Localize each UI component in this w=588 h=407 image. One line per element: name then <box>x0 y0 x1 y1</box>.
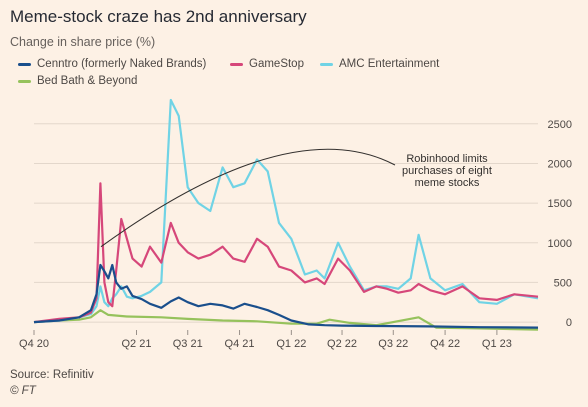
legend-label-amc: AMC Entertainment <box>339 58 440 70</box>
x-tick-label: Q1 22 <box>276 338 306 350</box>
line-series-amc <box>33 98 539 324</box>
source-note: Source: Refinitiv <box>10 369 94 381</box>
x-tick-label: Q3 21 <box>173 338 203 350</box>
y-tick-label: 500 <box>554 277 572 289</box>
x-tick-label: Q2 21 <box>122 338 152 350</box>
legend-item-bedbath: Bed Bath & Beyond <box>18 75 137 87</box>
legend-swatch-gamestop <box>230 62 243 66</box>
legend-item-cenntro: Cenntro (formerly Naked Brands) <box>18 58 206 70</box>
annotation-text-line: meme stocks <box>415 177 480 189</box>
x-tick-label: Q1 23 <box>482 338 512 350</box>
legend-swatch-bedbath <box>18 79 31 83</box>
legend-item-gamestop: GameStop <box>230 58 304 70</box>
legend-swatch-amc <box>320 62 333 66</box>
legend-swatch-cenntro <box>18 62 31 66</box>
x-tick-label: Q4 22 <box>430 338 460 350</box>
chart-subtitle: Change in share price (%) <box>10 35 156 49</box>
line-series-gamestop <box>33 182 539 324</box>
legend-item-amc: AMC Entertainment <box>320 58 439 70</box>
line-series-bedbath <box>33 309 539 331</box>
annotation-arc <box>100 148 396 248</box>
annotation-text-line: Robinhood limits <box>406 153 488 165</box>
legend-label-bedbath: Bed Bath & Beyond <box>37 75 138 87</box>
y-tick-label: 1000 <box>548 238 572 250</box>
chart-title: Meme-stock craze has 2nd anniversary <box>10 7 307 26</box>
x-tick-label: Q4 20 <box>19 338 49 350</box>
legend-label-cenntro: Cenntro (formerly Naked Brands) <box>37 58 207 70</box>
x-tick-label: Q4 21 <box>225 338 255 350</box>
legend-label-gamestop: GameStop <box>249 58 304 70</box>
y-tick-label: 2500 <box>548 119 572 131</box>
line-series-cenntro <box>33 263 539 329</box>
x-tick-label: Q3 22 <box>378 338 408 350</box>
ft-credit: © FT <box>10 385 36 397</box>
annotation-text-line: purchases of eight <box>402 165 492 177</box>
y-tick-label: 1500 <box>548 198 572 210</box>
y-tick-label: 0 <box>566 317 572 329</box>
x-tick-label: Q2 22 <box>327 338 357 350</box>
y-tick-label: 2000 <box>548 158 572 170</box>
